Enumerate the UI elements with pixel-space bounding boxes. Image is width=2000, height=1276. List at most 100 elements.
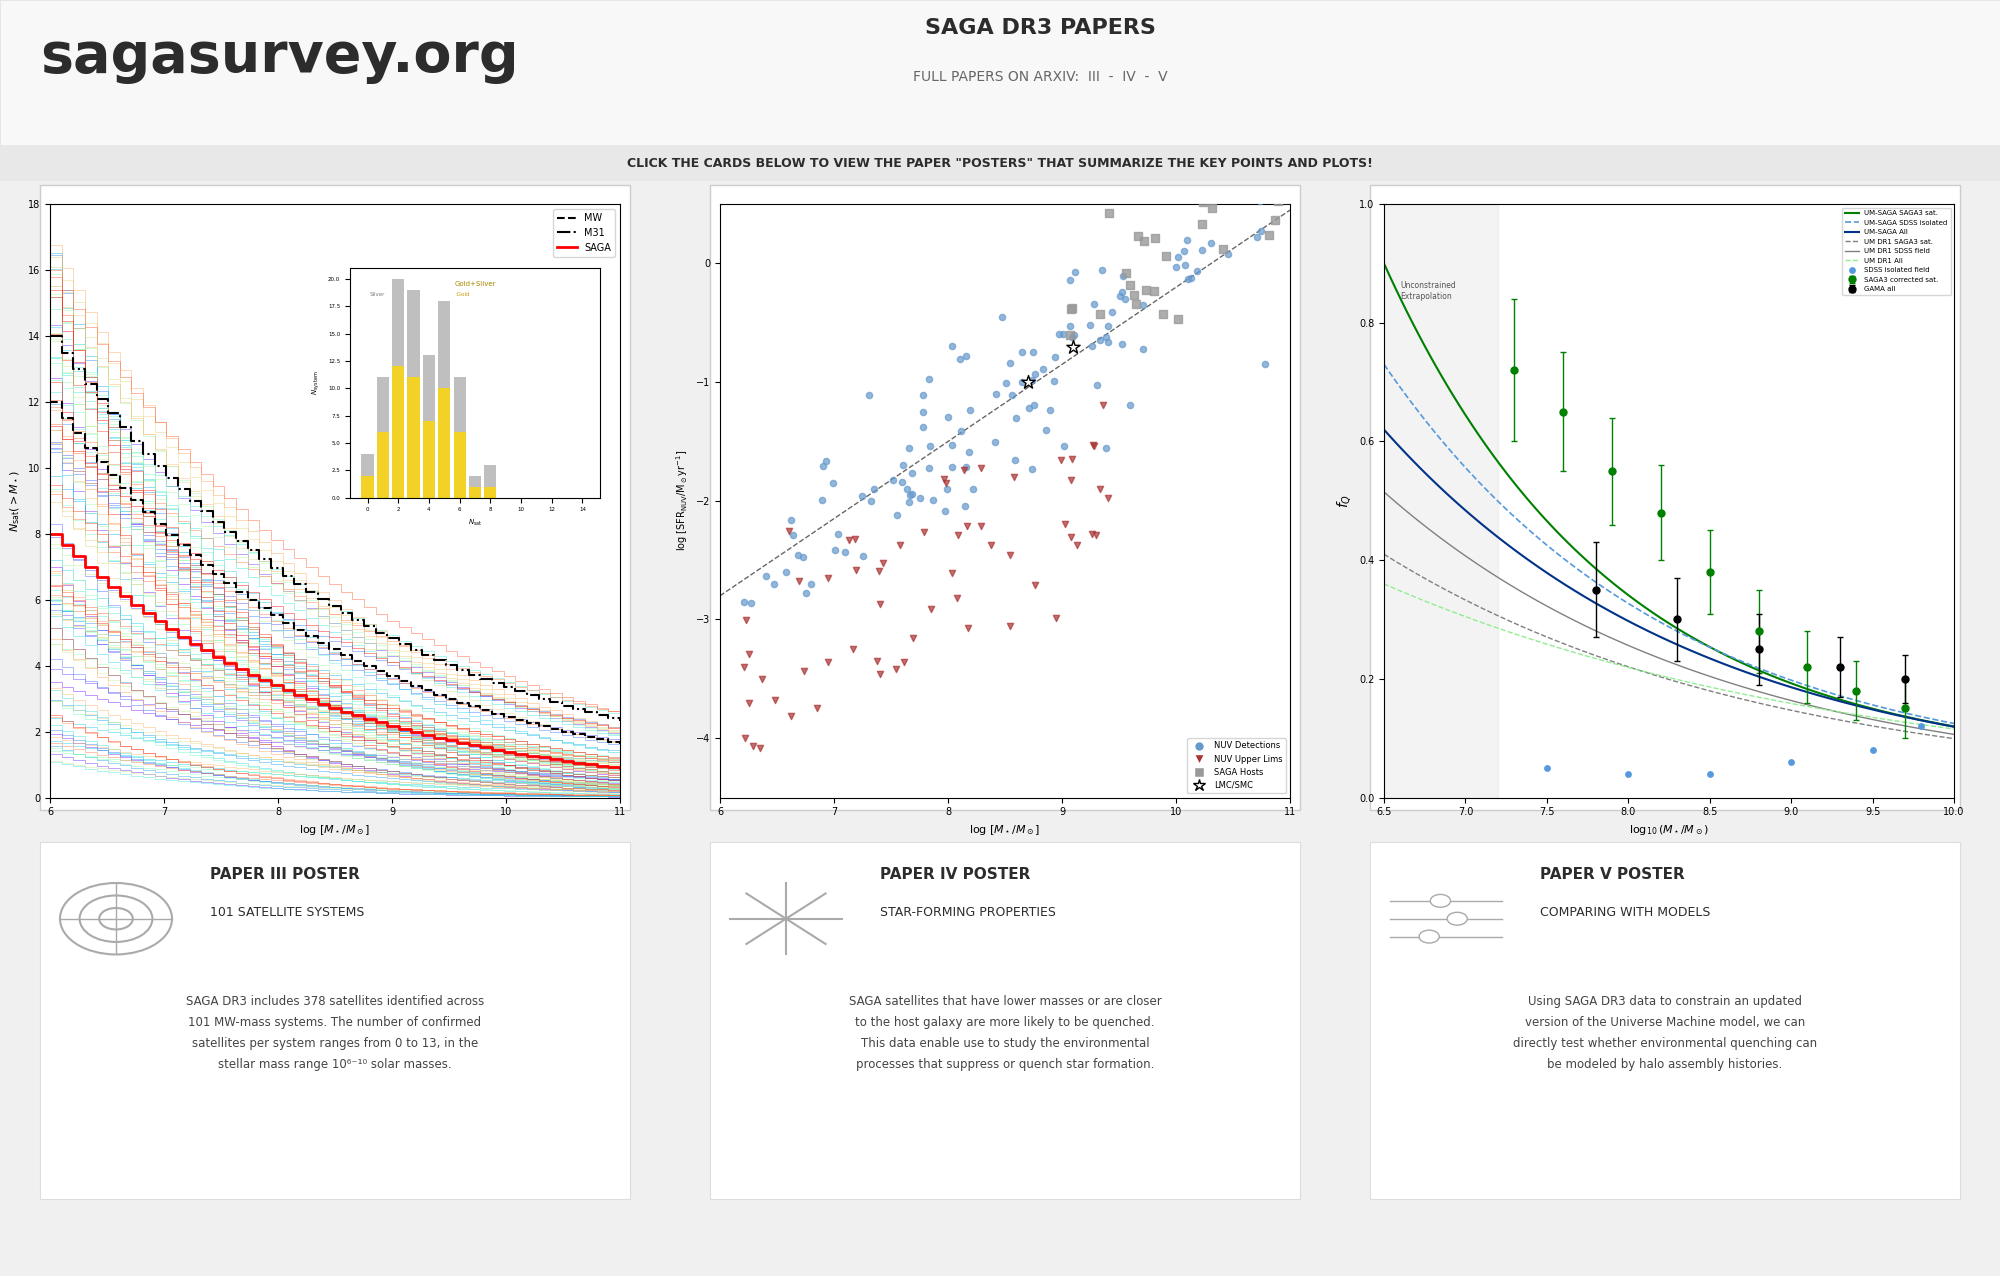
- Point: [1060, 262, 1092, 282]
- Point: [736, 593, 768, 614]
- Text: FULL PAPERS ON ARXIV:  III  -  IV  -  V: FULL PAPERS ON ARXIV: III - IV - V: [912, 70, 1168, 83]
- SAGA: [72, 559, 96, 574]
- UM DR1 SAGA3 sat.: [1914, 727, 1938, 743]
- FancyBboxPatch shape: [1370, 185, 1960, 810]
- Point: [1110, 263, 1142, 283]
- Point: [858, 478, 890, 499]
- SDSS isolated field: [1612, 763, 1644, 783]
- Point: [886, 471, 918, 491]
- SAGA: [574, 757, 598, 772]
- Text: PAPER V POSTER: PAPER V POSTER: [1540, 866, 1684, 882]
- Point: [1232, 188, 1264, 208]
- Point: [990, 374, 1022, 394]
- Point: [950, 457, 982, 477]
- Point: [906, 402, 938, 422]
- M31: [608, 713, 632, 729]
- Point: [936, 457, 968, 477]
- UM-SAGA SDSS isolated: [1896, 706, 1920, 721]
- SAGA: [504, 746, 528, 762]
- Circle shape: [1420, 930, 1440, 943]
- UM DR1 SDSS field: [1942, 727, 1966, 743]
- M31: [468, 671, 492, 686]
- Point: [864, 595, 896, 615]
- M31: [364, 625, 388, 641]
- Point: [746, 669, 778, 689]
- SAGA: [422, 730, 446, 745]
- Text: SAGA DR3 PAPERS: SAGA DR3 PAPERS: [924, 18, 1156, 38]
- Point: [880, 658, 912, 679]
- Point: [1074, 315, 1106, 336]
- MW: [446, 695, 470, 711]
- UM DR1 All: [1914, 717, 1938, 732]
- Point: [812, 652, 844, 672]
- UM-SAGA All: [1896, 709, 1920, 725]
- UM DR1 SDSS field: [1504, 581, 1528, 596]
- Point: [1138, 281, 1170, 301]
- Point: [1106, 265, 1138, 286]
- SAGA: [562, 755, 586, 771]
- UM-SAGA SAGA3 sat.: [1482, 448, 1506, 463]
- Point: [1000, 408, 1032, 429]
- Text: Unconstrained
Extrapolation: Unconstrained Extrapolation: [1400, 281, 1456, 301]
- Point: [1056, 299, 1088, 319]
- M31: [328, 606, 352, 621]
- UM DR1 SDSS field: [1712, 674, 1736, 689]
- Point: [822, 524, 854, 545]
- UM DR1 All: [1482, 619, 1506, 634]
- Point: [806, 490, 838, 510]
- SAGA: [212, 656, 236, 671]
- SAGA: [596, 759, 620, 775]
- X-axis label: $N_{\rm sat}$: $N_{\rm sat}$: [468, 518, 482, 528]
- MW: [410, 683, 434, 698]
- Point: [892, 491, 924, 512]
- MW: [318, 642, 342, 657]
- Point: [908, 522, 940, 542]
- UM DR1 SAGA3 sat.: [1712, 686, 1736, 702]
- Point: [884, 535, 916, 555]
- Point: [1054, 269, 1086, 290]
- Point: [1040, 607, 1072, 628]
- Point: [976, 535, 1008, 555]
- MW: [504, 712, 528, 727]
- MW: [352, 658, 376, 674]
- Point: [1026, 359, 1058, 379]
- Point: [1262, 191, 1294, 212]
- Point: [728, 657, 760, 678]
- Point: [886, 454, 918, 475]
- SAGA: [456, 738, 480, 753]
- MW: [596, 734, 620, 749]
- SAGA: [38, 526, 62, 541]
- Point: [1018, 396, 1050, 416]
- UM-SAGA SAGA3 sat.: [1914, 713, 1938, 729]
- Line: UM DR1 SAGA3 sat.: UM DR1 SAGA3 sat.: [1384, 554, 1954, 739]
- UM DR1 SAGA3 sat.: [1666, 674, 1690, 689]
- MW: [398, 679, 422, 694]
- MW: [166, 537, 190, 553]
- SAGA: [132, 606, 156, 621]
- Text: STAR-FORMING PROPERTIES: STAR-FORMING PROPERTIES: [880, 906, 1056, 919]
- Point: [1128, 231, 1160, 251]
- SAGA: [434, 732, 458, 748]
- Point: [840, 560, 872, 581]
- MW: [190, 558, 214, 573]
- Point: [812, 568, 844, 588]
- FancyBboxPatch shape: [40, 185, 630, 810]
- M31: [282, 577, 306, 592]
- Point: [1168, 255, 1200, 276]
- UM-SAGA SDSS isolated: [1666, 624, 1690, 639]
- Text: PAPER III POSTER: PAPER III POSTER: [210, 866, 360, 882]
- Point: [950, 346, 982, 366]
- Point: [986, 306, 1018, 327]
- M31: [132, 445, 156, 461]
- SAGA: [120, 597, 144, 612]
- SAGA: [340, 708, 364, 723]
- Point: [998, 467, 1030, 487]
- SAGA: [550, 753, 574, 768]
- SAGA: [282, 688, 306, 703]
- UM DR1 SAGA3 sat.: [1896, 723, 1920, 739]
- Y-axis label: $N_{\rm system}$: $N_{\rm system}$: [310, 370, 322, 396]
- Point: [1030, 420, 1062, 440]
- M31: [84, 392, 108, 407]
- Point: [942, 524, 974, 545]
- MW: [108, 480, 132, 495]
